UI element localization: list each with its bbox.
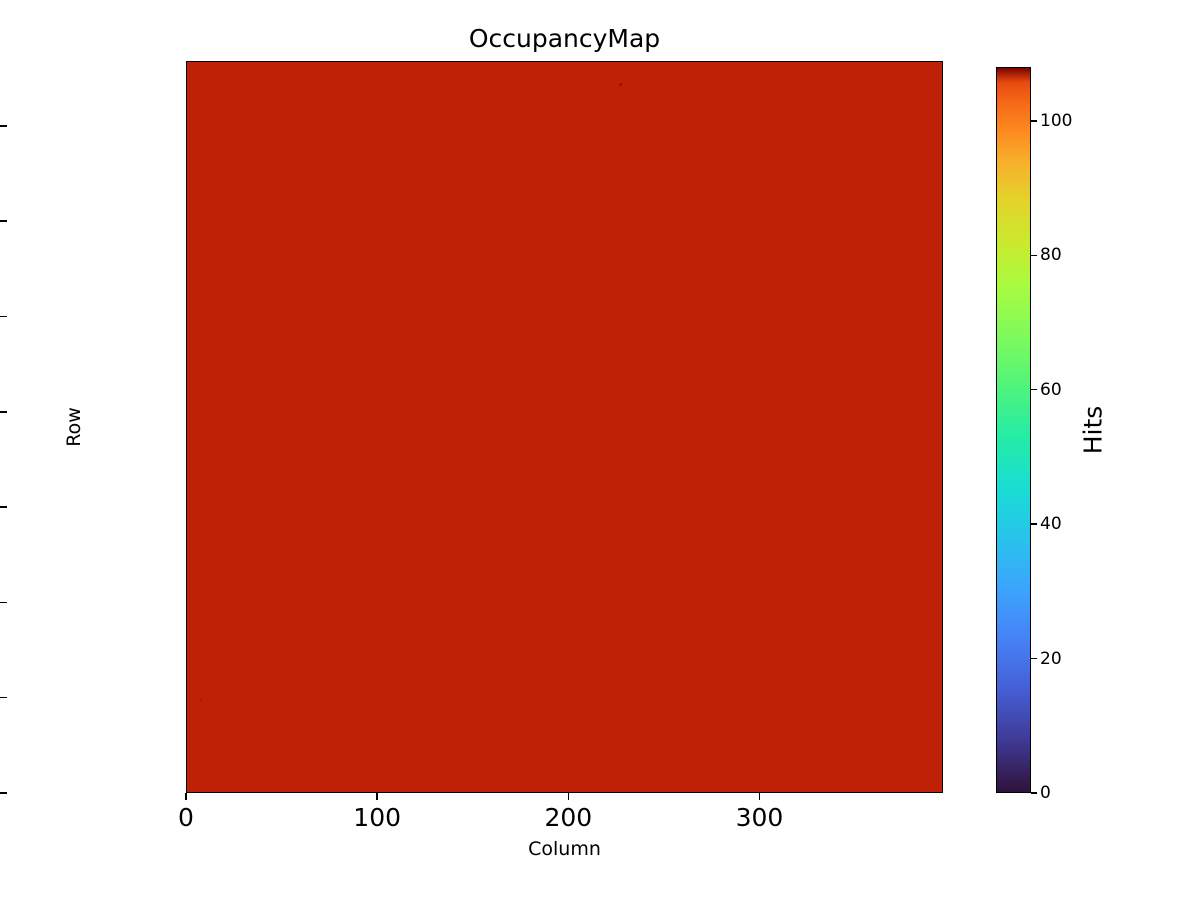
y-tick-mark	[0, 410, 7, 413]
x-tick-label: 200	[544, 803, 593, 832]
x-tick-mark	[185, 793, 187, 800]
x-axis-label: Column	[528, 838, 601, 860]
colorbar-tick-label: 80	[1040, 245, 1062, 266]
colorbar-label: Hits	[1078, 405, 1108, 455]
colorbar-tick-mark	[1031, 120, 1037, 122]
y-tick-mark	[0, 315, 7, 318]
colorbar-tick-mark	[1031, 523, 1037, 525]
colorbar-tick-mark	[1031, 657, 1037, 660]
y-tick-mark	[0, 506, 7, 508]
heatmap-outlier-pixel	[619, 83, 623, 87]
x-tick-label: 100	[353, 803, 402, 832]
y-axis-label: Row	[63, 407, 85, 447]
colorbar-tick-label: 60	[1040, 379, 1062, 400]
colorbar-tick-mark	[1031, 388, 1037, 391]
heatmap-plot-area[interactable]	[186, 61, 943, 793]
colorbar[interactable]	[996, 67, 1031, 793]
x-tick-mark	[376, 793, 378, 800]
colorbar-axis: 0 20 40 60 80 100	[1031, 0, 1151, 900]
heatmap-image	[187, 62, 942, 792]
colorbar-tick-label: 0	[1040, 783, 1051, 803]
colorbar-tick-mark	[1031, 792, 1037, 794]
y-tick-mark	[0, 792, 7, 794]
y-axis: 050100150200250300350	[0, 0, 186, 900]
heatmap-outlier-pixel	[198, 699, 202, 703]
y-tick-mark	[0, 601, 7, 604]
colorbar-tick-mark	[1031, 254, 1037, 257]
x-tick-label: 0	[178, 803, 194, 832]
colorbar-tick-label: 40	[1040, 514, 1062, 535]
colorbar-tick-label: 100	[1040, 110, 1073, 131]
x-tick-mark	[567, 793, 570, 800]
y-tick-mark	[0, 696, 7, 699]
y-tick-mark	[0, 220, 7, 222]
colorbar-tick-label: 20	[1040, 648, 1062, 669]
page-title: OccupancyMap	[468, 24, 661, 53]
colorbar-gradient	[997, 68, 1030, 792]
x-tick-mark	[758, 793, 761, 800]
y-tick-mark	[0, 125, 7, 127]
x-tick-label: 300	[735, 803, 784, 832]
x-axis: 0 100 200 300	[0, 793, 1200, 893]
